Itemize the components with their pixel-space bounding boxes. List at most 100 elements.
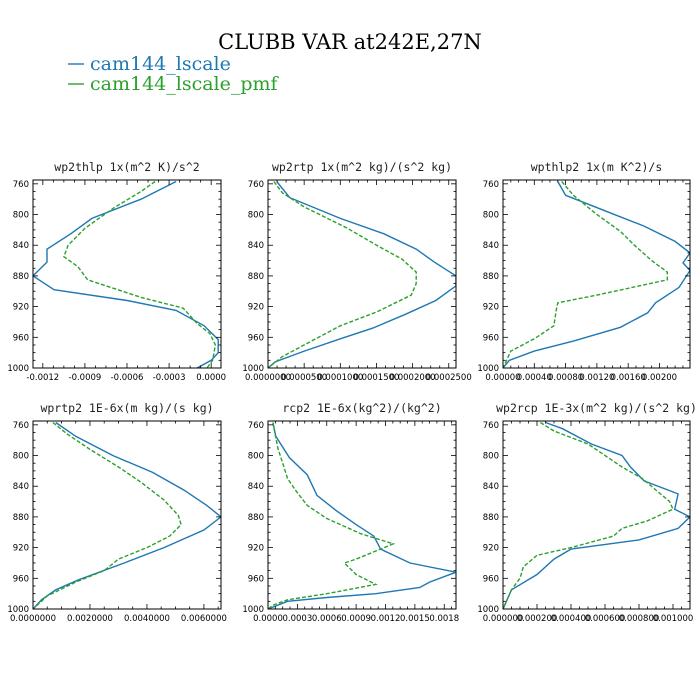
legend-label-0: cam144_lscale (90, 53, 231, 75)
y-tick-label-3-6: 1000 (7, 605, 29, 615)
y-tick-label-5-0: 760 (483, 421, 499, 431)
series-line-2-1 (503, 181, 668, 368)
x-tick-label-2-3: 0.00120 (579, 373, 614, 383)
x-tick-label-3-0: 0.0000000 (10, 614, 56, 624)
panel-frame-1 (267, 179, 457, 369)
panel-title-2: wpthlp2 1x(m K^2)/s (531, 160, 663, 174)
x-tick-label-0-0: -0.0012 (26, 373, 59, 383)
series-line-5-0 (503, 421, 690, 609)
series-line-5-1 (503, 421, 674, 609)
y-tick-label-1-0: 760 (248, 180, 264, 190)
x-tick-label-1-2: 0.0001000 (317, 373, 363, 383)
legend: cam144_lscale cam144_lscale_pmf (68, 53, 280, 95)
x-tick-label-0-3: -0.0003 (153, 373, 186, 383)
panel-2: wpthlp2 1x(m K^2)/s 760 800 840 880 920 960 100… (477, 160, 691, 383)
x-tick-label-1-1: 0.0000500 (281, 373, 327, 383)
y-tick-label-2-6: 1000 (477, 364, 499, 374)
x-tick-label-5-2: 0.000400 (551, 614, 592, 624)
y-tick-label-5-3: 880 (483, 513, 499, 523)
x-tick-label-2-5: 0.00200 (642, 373, 677, 383)
x-tick-label-1-0: 0.0000000 (245, 373, 291, 383)
x-tick-label-4-0: 0.0000 (253, 614, 283, 624)
y-tick-label-1-1: 800 (248, 211, 264, 221)
panel-title-0: wp2thlp 1x(m^2 K)/s^2 (54, 160, 199, 174)
series-line-1-1 (268, 181, 417, 368)
y-tick-label-0-4: 920 (13, 303, 29, 313)
y-tick-label-1-6: 1000 (242, 364, 264, 374)
series-line-1-0 (268, 181, 456, 368)
series-line-0-0 (33, 180, 219, 368)
y-tick-label-5-5: 960 (483, 574, 499, 584)
y-tick-label-4-4: 920 (248, 544, 264, 554)
y-tick-label-4-2: 840 (248, 482, 264, 492)
x-tick-label-3-2: 0.0040000 (124, 614, 170, 624)
x-tick-label-0-1: -0.0009 (69, 373, 102, 383)
panel-title-3: wprtp2 1E-6x(m kg)/(s kg) (40, 401, 213, 415)
panel-title-4: rcp2 1E-6x(kg^2)/(kg^2) (282, 401, 441, 415)
x-tick-label-5-5: 0.001000 (653, 614, 694, 624)
y-tick-label-3-1: 800 (13, 452, 29, 462)
legend-label-1: cam144_lscale_pmf (90, 73, 280, 95)
y-tick-label-1-5: 960 (248, 333, 264, 343)
y-tick-label-4-6: 1000 (242, 605, 264, 615)
panel-frame-3 (32, 420, 222, 610)
panel-title-1: wp2rtp 1x(m^2 kg)/(s^2 kg) (272, 160, 452, 174)
y-tick-label-4-5: 960 (248, 574, 264, 584)
x-tick-label-4-4: 0.0012 (371, 614, 401, 624)
panel-0: wp2thlp 1x(m^2 K)/s^2 760 800 840 880 920 960 1… (7, 160, 226, 383)
y-tick-label-3-0: 760 (13, 421, 29, 431)
x-tick-label-1-4: 0.0002000 (390, 373, 436, 383)
panel-title-5: wp2rcp 1E-3x(m^2 kg)/(s^2 kg) (496, 401, 697, 415)
x-tick-label-5-4: 0.000800 (619, 614, 660, 624)
y-tick-label-1-4: 920 (248, 303, 264, 313)
y-tick-label-5-1: 800 (483, 452, 499, 462)
y-tick-label-2-0: 760 (483, 180, 499, 190)
y-tick-label-0-5: 960 (13, 333, 29, 343)
x-tick-label-2-0: 0.00000 (485, 373, 520, 383)
panel-4: rcp2 1E-6x(kg^2)/(kg^2) 760 800 840 880 920 96… (242, 401, 459, 624)
y-tick-label-4-3: 880 (248, 513, 264, 523)
series-line-3-1 (33, 421, 182, 609)
panel-3: wprtp2 1E-6x(m kg)/(s kg) 760 800 840 880 920… (7, 401, 227, 624)
y-tick-label-2-5: 960 (483, 333, 499, 343)
panel-frame-4 (267, 420, 457, 610)
x-tick-label-5-1: 0.000200 (517, 614, 558, 624)
x-tick-label-4-5: 0.0015 (400, 614, 430, 624)
x-tick-label-1-5: 0.0002500 (426, 373, 472, 383)
y-tick-label-4-1: 800 (248, 452, 264, 462)
panels: wp2thlp 1x(m^2 K)/s^2 760 800 840 880 920 960 1… (7, 160, 697, 624)
y-tick-label-3-2: 840 (13, 482, 29, 492)
x-tick-label-2-4: 0.00160 (611, 373, 646, 383)
y-tick-label-2-1: 800 (483, 211, 499, 221)
x-tick-label-4-3: 0.0009 (341, 614, 371, 624)
series-line-4-1 (268, 422, 396, 609)
x-tick-label-4-1: 0.0003 (283, 614, 313, 624)
x-tick-label-1-3: 0.0001500 (353, 373, 399, 383)
y-tick-label-5-6: 1000 (477, 605, 499, 615)
series-line-2-0 (503, 181, 690, 368)
y-tick-label-0-3: 880 (13, 272, 29, 282)
x-tick-label-3-1: 0.0020000 (67, 614, 113, 624)
y-tick-label-4-0: 760 (248, 421, 264, 431)
y-tick-label-3-3: 880 (13, 513, 29, 523)
panel-5: wp2rcp 1E-3x(m^2 kg)/(s^2 kg) 760 800 840 88… (477, 401, 697, 624)
y-tick-label-0-1: 800 (13, 211, 29, 221)
x-tick-label-0-2: -0.0006 (111, 373, 144, 383)
x-tick-label-5-0: 0.000000 (483, 614, 524, 624)
y-tick-label-3-4: 920 (13, 544, 29, 554)
x-tick-label-4-2: 0.0006 (312, 614, 342, 624)
panel-1: wp2rtp 1x(m^2 kg)/(s^2 kg) 760 800 840 880 92… (242, 160, 471, 383)
y-tick-label-1-2: 840 (248, 241, 264, 251)
y-tick-label-3-5: 960 (13, 574, 29, 584)
series-line-3-0 (33, 421, 221, 609)
x-tick-label-2-1: 0.00040 (517, 373, 552, 383)
y-tick-label-2-3: 880 (483, 272, 499, 282)
x-tick-label-5-3: 0.000600 (585, 614, 626, 624)
y-tick-label-2-2: 840 (483, 241, 499, 251)
y-tick-label-0-6: 1000 (7, 364, 29, 374)
series-line-0-1 (63, 180, 217, 368)
y-tick-label-5-4: 920 (483, 544, 499, 554)
x-tick-label-3-3: 0.0060000 (181, 614, 227, 624)
